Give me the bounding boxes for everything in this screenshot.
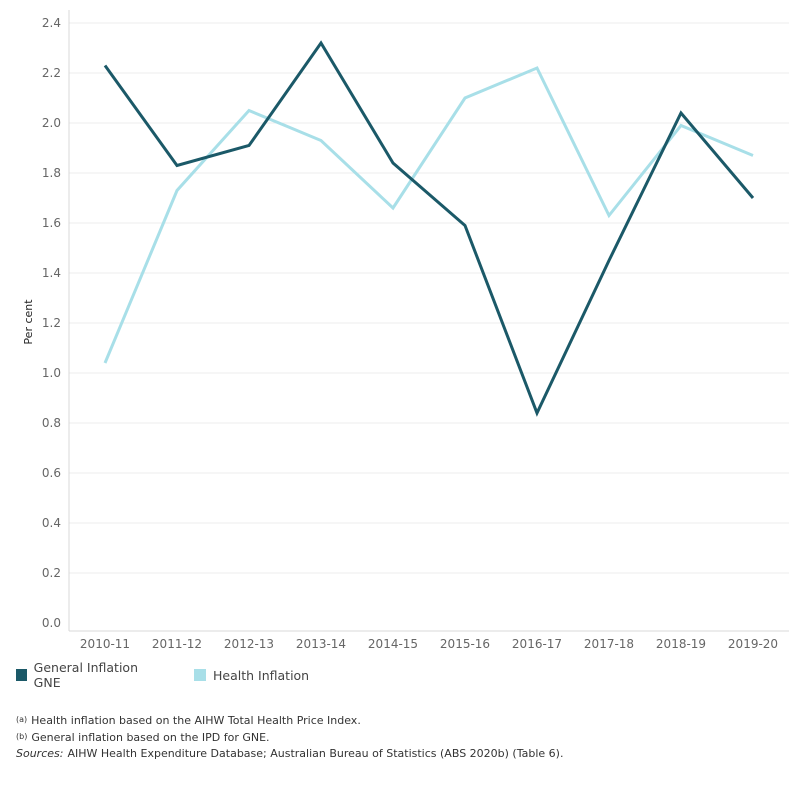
series-lines	[99, 37, 759, 419]
data-point-general-inflation-gne[interactable]	[243, 140, 255, 152]
y-tick-label: 0.6	[42, 466, 61, 480]
footnote-a-marker: (a)	[16, 715, 28, 724]
sources-text: AIHW Health Expenditure Database; Austra…	[67, 747, 564, 760]
y-tick-label: 1.2	[42, 316, 61, 330]
y-axis-label: Per cent	[22, 299, 35, 345]
x-tick-label: 2010-11	[80, 637, 130, 651]
footnote-a-text: Health inflation based on the AIHW Total…	[31, 714, 361, 727]
data-point-general-inflation-gne[interactable]	[603, 255, 615, 267]
data-point-general-inflation-gne[interactable]	[315, 37, 327, 49]
data-point-health-inflation[interactable]	[747, 150, 759, 162]
y-tick-label: 1.4	[42, 266, 61, 280]
tick-labels: 0.0 0.2 0.4 0.6 0.8 1.0 1.2 1.4 1.6 1.8 2.0 2.2 2.4 2…	[42, 16, 778, 651]
series-line-health-inflation[interactable]	[103, 66, 754, 364]
footnote-a: (a) Health inflation based on the AIHW To…	[16, 712, 563, 729]
y-tick-label: 1.0	[42, 366, 61, 380]
y-tick-label: 0.0	[42, 616, 61, 630]
footnote-b-marker: (b)	[16, 732, 28, 741]
data-point-health-inflation[interactable]	[531, 62, 543, 74]
x-tick-label: 2011-12	[152, 637, 202, 651]
line-chart: 0.0 0.2 0.4 0.6 0.8 1.0 1.2 1.4 1.6 1.8 2.0 2.2 2.4 2…	[22, 10, 789, 651]
x-tick-label: 2016-17	[512, 637, 562, 651]
data-point-general-inflation-gne[interactable]	[387, 157, 399, 169]
data-point-health-inflation[interactable]	[243, 105, 255, 117]
y-tick-label: 2.4	[42, 16, 61, 30]
legend-item-health-inflation[interactable]: Health Inflation	[194, 660, 309, 690]
data-point-health-inflation[interactable]	[315, 135, 327, 147]
x-tick-label: 2019-20	[728, 637, 778, 651]
sources-note: Sources: AIHW Health Expenditure Database…	[16, 746, 563, 762]
data-point-general-inflation-gne[interactable]	[171, 160, 183, 172]
x-tick-label: 2014-15	[368, 637, 418, 651]
y-tick-label: 0.8	[42, 416, 61, 430]
legend-swatch-health	[194, 669, 206, 681]
legend-label-general: General Inflation GNE	[33, 660, 138, 690]
x-tick-label: 2013-14	[296, 637, 346, 651]
sources-label: Sources:	[16, 747, 64, 760]
footnote-b: (b) General inflation based on the IPD fo…	[16, 729, 563, 746]
data-point-general-inflation-gne[interactable]	[459, 220, 471, 232]
y-tick-label: 2.0	[42, 116, 61, 130]
footnote-b-text: General inflation based on the IPD for G…	[31, 731, 270, 744]
y-tick-label: 1.8	[42, 166, 61, 180]
data-point-general-inflation-gne[interactable]	[675, 107, 687, 119]
x-tick-label: 2015-16	[440, 637, 490, 651]
legend-item-general-inflation[interactable]: General Inflation GNE	[16, 660, 154, 690]
y-tick-label: 2.2	[42, 66, 61, 80]
data-point-general-inflation-gne[interactable]	[99, 60, 111, 72]
gridlines	[69, 22, 789, 574]
series-line-general-inflation-gne[interactable]	[103, 40, 755, 417]
x-tick-label: 2012-13	[224, 637, 274, 651]
data-point-health-inflation[interactable]	[603, 210, 615, 222]
axes	[68, 10, 789, 632]
legend: General Inflation GNE Health Inflation	[16, 660, 347, 690]
data-point-health-inflation[interactable]	[99, 357, 111, 369]
data-point-health-inflation[interactable]	[171, 185, 183, 197]
legend-label-health: Health Inflation	[213, 667, 310, 683]
data-point-general-inflation-gne[interactable]	[747, 192, 759, 204]
x-tick-label: 2018-19	[656, 637, 706, 651]
data-point-general-inflation-gne[interactable]	[531, 407, 543, 419]
footnotes: (a) Health inflation based on the AIHW To…	[16, 712, 563, 762]
y-tick-label: 0.4	[42, 516, 61, 530]
data-point-health-inflation[interactable]	[459, 92, 471, 104]
legend-swatch-general	[16, 669, 27, 681]
y-tick-label: 0.2	[42, 566, 61, 580]
y-tick-label: 1.6	[42, 216, 61, 230]
x-tick-label: 2017-18	[584, 637, 634, 651]
data-point-health-inflation[interactable]	[387, 202, 399, 214]
